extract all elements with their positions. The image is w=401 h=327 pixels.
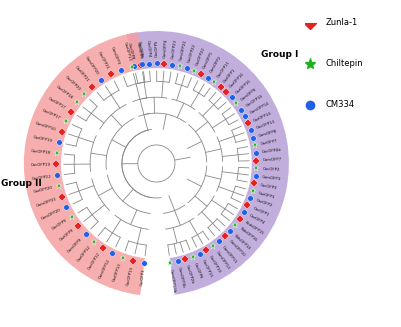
Text: CacOFP6: CacOFP6 [193, 262, 203, 279]
Text: CazOFP13: CazOFP13 [112, 263, 123, 283]
Wedge shape [127, 31, 289, 295]
Text: CamOFP12: CamOFP12 [99, 258, 111, 279]
Text: CamOFP13: CamOFP13 [215, 250, 230, 270]
Text: CacOFP8: CacOFP8 [127, 43, 134, 60]
Text: CacOFP22: CacOFP22 [187, 43, 197, 63]
Text: CamOFP9: CamOFP9 [66, 237, 83, 253]
Text: CamOFP4: CamOFP4 [163, 39, 168, 58]
Text: CacOFP2b: CacOFP2b [185, 265, 195, 285]
Text: CacOFP2: CacOFP2 [262, 166, 280, 171]
Text: CacOFP15: CacOFP15 [200, 258, 213, 278]
Text: CazOFP13: CazOFP13 [123, 41, 132, 61]
Text: CazOFP7: CazOFP7 [260, 139, 278, 146]
Text: CacOFP23: CacOFP23 [171, 39, 178, 59]
Text: Group II: Group II [1, 179, 42, 188]
Text: CazOFP16: CazOFP16 [229, 72, 245, 89]
Text: CacOFP22: CacOFP22 [31, 174, 51, 181]
Text: CazOFP17: CazOFP17 [48, 96, 67, 110]
Text: Chiltepin: Chiltepin [326, 60, 364, 68]
Text: CazOFP20: CazOFP20 [33, 186, 54, 194]
Text: CacOFP7: CacOFP7 [136, 41, 142, 59]
Text: CamOFP13b: CamOFP13b [169, 268, 176, 293]
Text: CacOFP19: CacOFP19 [30, 163, 51, 166]
Text: CamOFP20: CamOFP20 [41, 208, 62, 221]
Text: CamOFP10: CamOFP10 [227, 239, 245, 258]
Text: CacOFP5: CacOFP5 [155, 40, 159, 58]
Text: CazOFP21: CazOFP21 [74, 65, 90, 83]
Text: CacOFP16: CacOFP16 [245, 94, 263, 108]
Text: CacOFP6: CacOFP6 [137, 41, 144, 59]
Text: CacOFP11: CacOFP11 [216, 60, 231, 78]
Text: CazOFP4: CazOFP4 [248, 214, 265, 225]
Text: CamOFP1: CamOFP1 [202, 51, 215, 70]
Text: CamOFP3: CamOFP3 [261, 175, 281, 181]
Text: CazOFP22: CazOFP22 [194, 46, 206, 66]
Text: CazOFP9: CazOFP9 [59, 228, 75, 242]
Text: CazOFP15: CazOFP15 [235, 79, 252, 95]
Text: CazOFP3: CazOFP3 [258, 191, 275, 199]
Text: CacOFP21: CacOFP21 [97, 50, 110, 70]
Text: CamOFP10: CamOFP10 [34, 121, 57, 132]
Text: Zunla-1: Zunla-1 [326, 18, 358, 27]
Text: CacOFP18: CacOFP18 [31, 149, 51, 155]
Text: CacOFP1: CacOFP1 [252, 206, 269, 217]
Text: CazOFP12: CazOFP12 [76, 245, 91, 263]
Text: CamOFP6: CamOFP6 [240, 87, 257, 101]
Text: CamOFP2: CamOFP2 [209, 55, 223, 74]
Text: CacOFP4: CacOFP4 [146, 40, 151, 58]
Text: Group I: Group I [261, 50, 298, 59]
Text: CacOFP12: CacOFP12 [87, 252, 101, 271]
Text: CamOFP14: CamOFP14 [249, 101, 270, 115]
Text: CamOFP7: CamOFP7 [262, 158, 282, 163]
Text: CacOFP9: CacOFP9 [51, 218, 68, 231]
Text: CazOFP19: CazOFP19 [33, 135, 53, 143]
Wedge shape [24, 32, 145, 295]
Text: CamOFP11: CamOFP11 [221, 245, 238, 264]
Text: CacOFP17: CacOFP17 [41, 109, 61, 121]
Text: CacOFP10: CacOFP10 [208, 254, 221, 274]
Text: CacOFP18: CacOFP18 [55, 85, 73, 100]
Text: CamOFP8: CamOFP8 [258, 129, 278, 138]
Text: CamOFP22: CamOFP22 [179, 39, 188, 61]
Text: CM334: CM334 [326, 100, 355, 110]
Text: CamOFP3b: CamOFP3b [177, 267, 186, 289]
Text: CamOFP21: CamOFP21 [35, 197, 57, 208]
Text: CacOFP3: CacOFP3 [140, 268, 146, 286]
Text: CazOFP14: CazOFP14 [253, 111, 272, 123]
Text: CacOFP20: CacOFP20 [64, 75, 81, 91]
Text: KcdsOFP15: KcdsOFP15 [244, 220, 264, 236]
Text: CacOFP3: CacOFP3 [260, 183, 278, 190]
Text: CacOFP13: CacOFP13 [126, 266, 134, 286]
Text: SldsOFP16: SldsOFP16 [239, 227, 257, 243]
Text: CacOFP4b: CacOFP4b [261, 148, 282, 154]
Text: CacOFP13: CacOFP13 [256, 120, 276, 130]
Text: CamOFP20: CamOFP20 [84, 56, 100, 76]
Text: CamOFP3: CamOFP3 [110, 45, 121, 65]
Text: CazOFP1: CazOFP1 [223, 67, 237, 83]
Text: SldsOFP14: SldsOFP14 [233, 233, 251, 250]
Text: CazOFP2: CazOFP2 [255, 198, 273, 208]
Circle shape [138, 145, 175, 182]
